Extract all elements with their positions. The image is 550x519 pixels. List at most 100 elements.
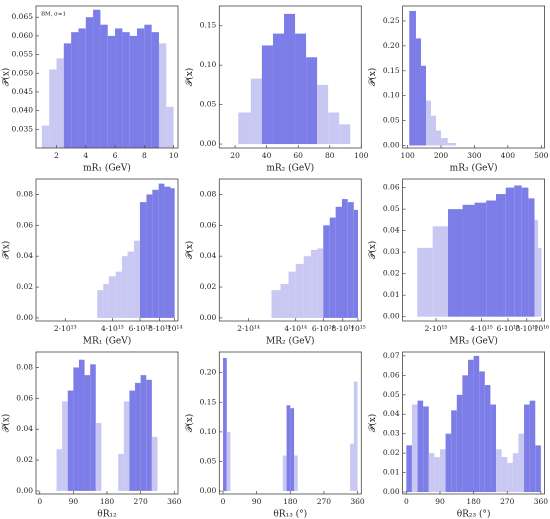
y-tick-label: 0.10 <box>383 91 400 100</box>
bar <box>339 124 351 145</box>
frame <box>402 178 546 322</box>
x-tick-label: 300 <box>467 151 482 160</box>
bar <box>103 283 109 318</box>
bar <box>486 200 497 317</box>
x-tick-label: 90 <box>69 497 79 506</box>
bar <box>295 33 307 145</box>
y-tick-label: 0.10 <box>200 427 217 436</box>
x-axis-label: mR₃ (GeV) <box>450 163 498 174</box>
bar <box>95 423 102 491</box>
x-tick-label: 400 <box>501 151 516 160</box>
bar <box>347 202 354 318</box>
y-tick-label: 0.07 <box>383 351 400 360</box>
frame <box>402 5 546 149</box>
bar <box>328 112 340 145</box>
bar <box>127 251 135 318</box>
y-tick-label: 0.15 <box>200 21 217 30</box>
y-tick-label: 0.04 <box>16 424 33 433</box>
x-tick-label: 100 <box>400 151 415 160</box>
bar <box>115 28 123 149</box>
bar <box>290 408 295 492</box>
y-axis-label: 𝒫(x) <box>1 414 12 433</box>
bar <box>353 381 358 492</box>
y-tick-label: 0.055 <box>12 50 34 59</box>
bar <box>123 401 130 491</box>
y-tick-label: 0.05 <box>383 204 400 213</box>
x-tick-label: 180 <box>100 497 115 506</box>
bar <box>261 45 273 145</box>
y-axis-label: 𝒫(x) <box>1 241 12 260</box>
bar <box>518 433 525 493</box>
frame <box>35 178 179 322</box>
bar <box>441 138 448 146</box>
x-tick-label: 270 <box>500 497 515 506</box>
x-tick-label: 10¹⁴ <box>167 324 183 333</box>
bar <box>85 17 94 148</box>
bar <box>456 394 463 493</box>
bar <box>505 187 515 317</box>
y-axis-label: 𝒫(x) <box>184 241 195 260</box>
y-tick-label: 0.06 <box>16 220 33 229</box>
bar <box>62 401 68 491</box>
y-tick-label: 0.05 <box>383 390 400 399</box>
bar <box>73 367 79 491</box>
bar <box>146 194 153 318</box>
bar <box>423 406 429 493</box>
x-tick-label: 90 <box>252 497 262 506</box>
bar <box>63 43 72 148</box>
y-tick-label: 0.20 <box>200 368 217 377</box>
bar <box>534 219 539 317</box>
bar <box>496 194 506 317</box>
x-axis-label: MR₁ (GeV) <box>83 336 132 347</box>
x-tick-label: 0 <box>221 497 226 506</box>
y-tick-label: 0.04 <box>383 226 400 235</box>
y-tick-label: 0.065 <box>12 12 34 21</box>
y-tick-label: 0.04 <box>16 251 33 260</box>
x-tick-label: 100 <box>354 151 369 160</box>
x-axis-label: θR₁₂ <box>97 510 117 519</box>
bar <box>521 187 529 317</box>
y-tick-label: 0.04 <box>383 409 400 418</box>
bar <box>135 382 141 491</box>
bar <box>341 199 348 318</box>
x-tick-label: 10¹⁶ <box>534 324 550 333</box>
bar <box>280 283 289 318</box>
bar <box>226 431 231 492</box>
bar <box>432 226 448 317</box>
bar <box>310 250 318 318</box>
x-tick-label: 8·10¹⁴ <box>331 324 354 333</box>
bar <box>507 462 513 493</box>
y-tick-label: 0.15 <box>383 66 400 75</box>
x-tick-label: 360 <box>350 497 365 506</box>
bar <box>164 186 171 318</box>
x-axis-label: θR₂₃ (°) <box>457 509 491 519</box>
y-tick-label: 0.06 <box>200 220 217 229</box>
y-tick-label: 0.050 <box>12 68 34 77</box>
bar <box>335 206 342 318</box>
bar <box>121 256 128 318</box>
x-tick-label: 270 <box>133 497 148 506</box>
x-tick-label: 10 <box>169 151 179 160</box>
bar <box>496 449 502 493</box>
frame <box>35 5 179 149</box>
bar <box>152 189 159 318</box>
y-tick-label: 0.05 <box>200 100 217 109</box>
y-tick-label: 0.02 <box>16 282 33 291</box>
x-tick-label: 6·10¹⁴ <box>312 324 335 333</box>
bar <box>140 375 147 491</box>
bar <box>451 410 457 493</box>
y-tick-label: 0.08 <box>16 362 33 371</box>
bar <box>288 271 296 318</box>
y-tick-label: 0.03 <box>383 247 400 256</box>
bar <box>272 33 284 145</box>
y-tick-label: 0.02 <box>16 455 33 464</box>
bar <box>462 204 475 317</box>
y-tick-label: 0.08 <box>200 189 217 198</box>
bar <box>129 390 136 491</box>
bar <box>501 457 508 493</box>
bar <box>41 125 50 148</box>
bar <box>512 453 519 493</box>
bar <box>462 375 468 493</box>
bar <box>447 143 457 146</box>
bar <box>317 84 329 145</box>
